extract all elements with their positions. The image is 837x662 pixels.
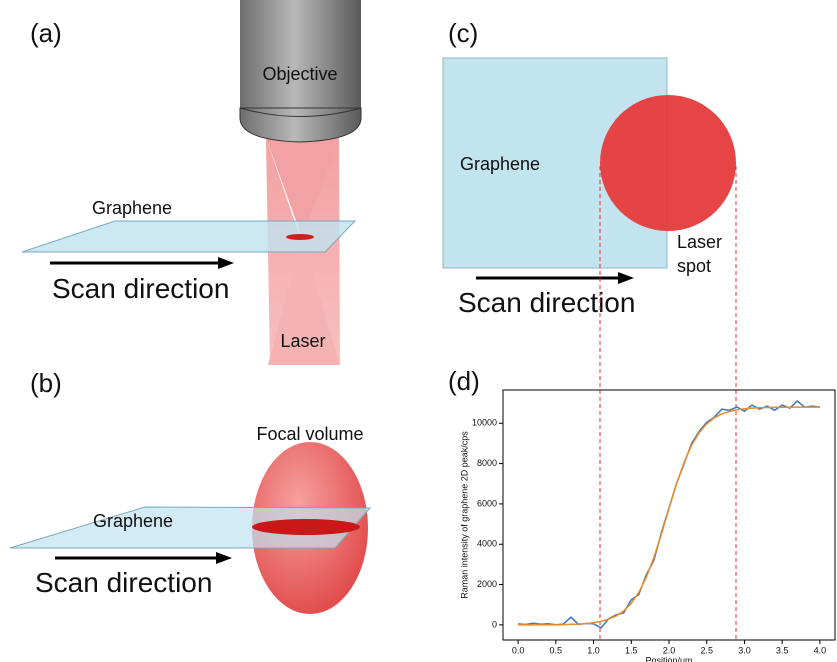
graphene-label: Graphene	[93, 511, 173, 531]
beam-upper	[266, 138, 339, 237]
objective-body	[240, 0, 361, 108]
x-tick-label: 3.0	[738, 645, 751, 655]
focal-disc	[252, 519, 360, 535]
arrow-head	[216, 552, 232, 564]
laser-spot-label: Laser	[677, 232, 722, 252]
y-tick-label: 8000	[477, 458, 497, 468]
x-tick-label: 1.5	[625, 645, 638, 655]
scan-label: Scan direction	[35, 567, 212, 598]
graphene-plane	[21, 220, 357, 253]
x-tick-label: 3.5	[776, 645, 789, 655]
objective-label: Objective	[262, 64, 337, 84]
x-tick-label: 0.5	[550, 645, 563, 655]
focal-label: Focal volume	[256, 424, 363, 444]
y-tick-label: 4000	[477, 539, 497, 549]
scan-label: Scan direction	[458, 287, 635, 318]
graphene-label: Graphene	[460, 154, 540, 174]
objective-lens	[239, 107, 362, 143]
laser-spot	[600, 95, 736, 231]
x-tick-label: 0.0	[512, 645, 525, 655]
panel-label: (b)	[30, 368, 62, 398]
laser-spot-label: spot	[677, 256, 711, 276]
y-tick-label: 6000	[477, 498, 497, 508]
arrow-head	[218, 257, 234, 269]
series-line	[518, 406, 820, 626]
panel-label: (d)	[448, 366, 480, 396]
plot-frame	[502, 389, 836, 641]
x-tick-label: 4.0	[814, 645, 827, 655]
graphene-plane	[9, 506, 372, 549]
beam-lower	[268, 237, 340, 365]
graphene-label: Graphene	[92, 198, 172, 218]
y-tick-label: 10000	[472, 418, 497, 428]
panel-label: (c)	[448, 18, 478, 48]
chart: 0.0 0.5 1.0 1.5 2.0 2.5 3.0 3.5 4.0 0 2000 4000 6000…	[459, 389, 836, 662]
y-axis-label: Raman intensity of graphene 2D peak/cps	[459, 431, 469, 599]
y-tick-label: 0	[492, 619, 497, 629]
scan-label: Scan direction	[52, 273, 229, 304]
laser-focus	[286, 234, 314, 240]
y-tick-label: 2000	[477, 579, 497, 589]
x-axis-label: Position/um	[645, 655, 692, 662]
laser-label: Laser	[280, 331, 325, 351]
panel-label: (a)	[30, 18, 62, 48]
x-tick-label: 2.5	[700, 645, 713, 655]
arrow-head	[618, 272, 634, 284]
series-line	[518, 400, 820, 629]
objective-line	[239, 107, 362, 117]
x-tick-label: 1.0	[587, 645, 600, 655]
x-tick-label: 2.0	[663, 645, 676, 655]
